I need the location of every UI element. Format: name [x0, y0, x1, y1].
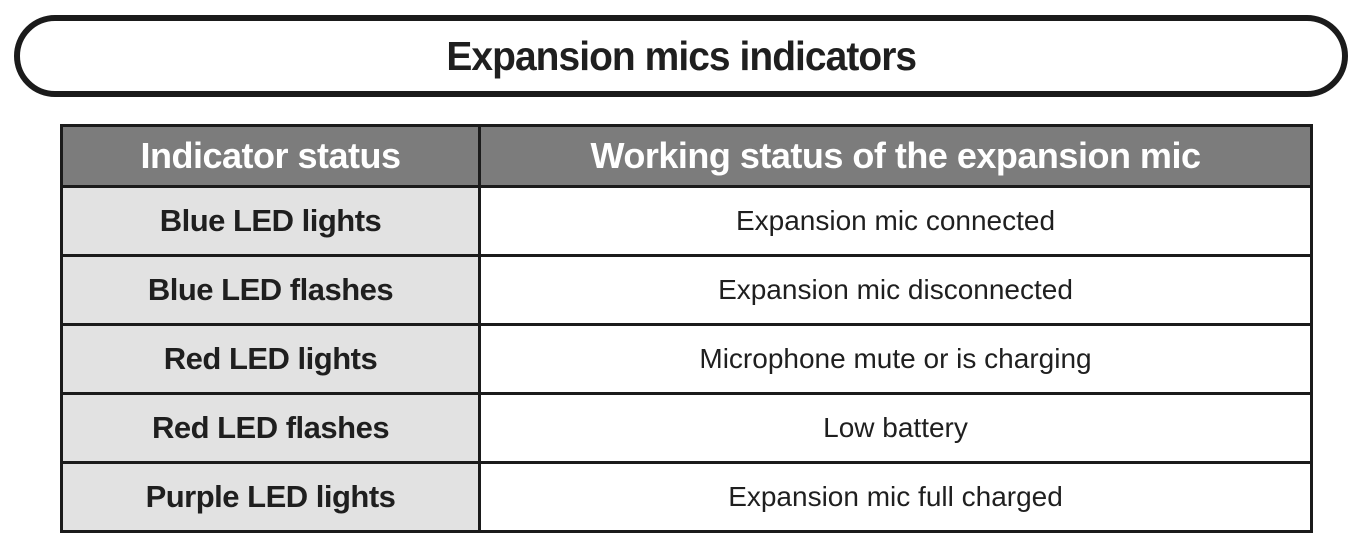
title-banner: Expansion mics indicators [14, 15, 1348, 97]
table-row: Purple LED lights Expansion mic full cha… [60, 461, 1313, 533]
table-header-row: Indicator status Working status of the e… [60, 124, 1313, 188]
indicators-table: Indicator status Working status of the e… [60, 124, 1313, 533]
indicator-cell: Blue LED flashes [60, 254, 481, 326]
table-row: Red LED flashes Low battery [60, 392, 1313, 464]
table-row: Blue LED flashes Expansion mic disconnec… [60, 254, 1313, 326]
indicator-cell: Blue LED lights [60, 185, 481, 257]
status-cell: Expansion mic connected [478, 185, 1313, 257]
page-title: Expansion mics indicators [446, 32, 917, 79]
indicator-cell: Purple LED lights [60, 461, 481, 533]
status-cell: Microphone mute or is charging [478, 323, 1313, 395]
status-cell: Expansion mic full charged [478, 461, 1313, 533]
table-row: Blue LED lights Expansion mic connected [60, 185, 1313, 257]
header-cell-working-status: Working status of the expansion mic [478, 124, 1313, 188]
status-cell: Low battery [478, 392, 1313, 464]
header-cell-indicator-status: Indicator status [60, 124, 481, 188]
indicator-cell: Red LED flashes [60, 392, 481, 464]
status-cell: Expansion mic disconnected [478, 254, 1313, 326]
table-row: Red LED lights Microphone mute or is cha… [60, 323, 1313, 395]
indicator-cell: Red LED lights [60, 323, 481, 395]
